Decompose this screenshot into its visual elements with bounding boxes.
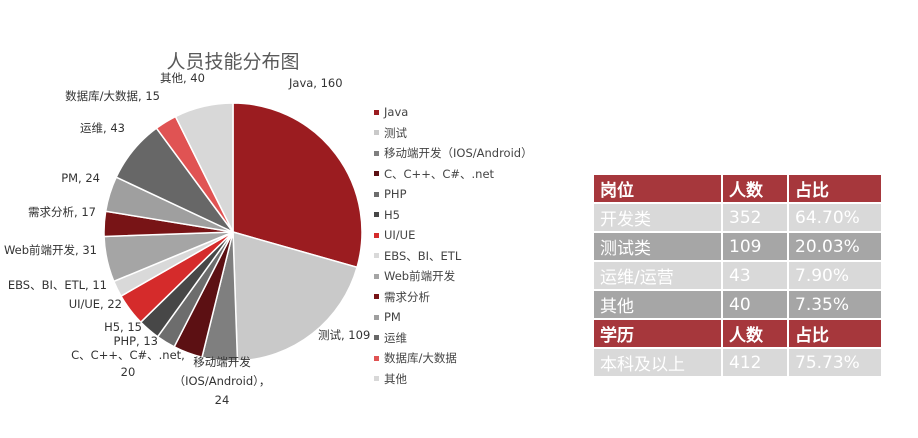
label-line: （IOS/Android）， <box>173 374 271 388</box>
data-label-php: PHP, 13 <box>113 334 158 348</box>
legend-item: UI/UE <box>374 225 533 246</box>
data-label-java: Java, 160 <box>289 76 343 90</box>
legend-item: Java <box>374 102 533 123</box>
table-row: 开发类 352 64.70% <box>592 202 883 233</box>
legend-label: H5 <box>384 207 400 222</box>
legend-label: C、C++、C#、.net <box>384 166 495 181</box>
legend-label: 测试 <box>384 125 407 140</box>
chart-title: 人员技能分布图 <box>166 51 300 73</box>
legend-swatch <box>374 191 379 197</box>
cell: 43 <box>721 260 789 291</box>
cell: 运维/运营 <box>592 260 723 291</box>
cell: 7.90% <box>787 260 883 291</box>
data-label-requirements: 需求分析, 17 <box>28 205 96 219</box>
table-header-row: 岗位 人数 占比 <box>592 173 883 204</box>
legend: Java 测试移动端开发（IOS/Android） C、C++、C#、.net PHP… <box>374 102 533 389</box>
data-label-database: 数据库/大数据, 15 <box>65 89 160 103</box>
data-label-h5: H5, 15 <box>104 320 142 334</box>
data-label-mobile: 移动端开发 （IOS/Android）， 24 <box>162 353 282 410</box>
label-line: 移动端开发 <box>193 355 251 369</box>
data-label-pm: PM, 24 <box>61 171 100 185</box>
cell: 本科及以上 <box>592 347 723 378</box>
legend-swatch <box>374 130 379 136</box>
legend-item: C、C++、C#、.net <box>374 164 533 185</box>
legend-label: 运维 <box>384 330 407 345</box>
cell: 75.73% <box>787 347 883 378</box>
legend-label: Java <box>384 105 409 120</box>
cell: 20.03% <box>787 231 883 262</box>
legend-label: EBS、BI、ETL <box>384 248 462 263</box>
cell: 其他 <box>592 289 723 320</box>
data-label-web: Web前端开发, 31 <box>3 243 97 257</box>
legend-item: H5 <box>374 205 533 226</box>
legend-label: 移动端开发（IOS/Android） <box>384 146 533 161</box>
table-row: 测试类 109 20.03% <box>592 231 883 262</box>
data-label-ops: 运维, 43 <box>80 121 125 135</box>
legend-swatch <box>374 273 379 279</box>
header-cell: 占比 <box>787 173 883 204</box>
header-cell: 人数 <box>721 173 789 204</box>
label-line: C、C++、C#、.net, <box>71 348 185 362</box>
legend-item: 其他 <box>374 369 533 390</box>
cell: 7.35% <box>787 289 883 320</box>
legend-label: PM <box>384 310 401 325</box>
legend-label: UI/UE <box>384 228 416 243</box>
legend-item: EBS、BI、ETL <box>374 246 533 267</box>
label-line: 24 <box>214 393 230 407</box>
data-label-c: C、C++、C#、.net, 20 <box>68 348 188 379</box>
cell: 352 <box>721 202 789 233</box>
data-label-uiue: UI/UE, 22 <box>68 297 122 311</box>
table-row: 运维/运营 43 7.90% <box>592 260 883 291</box>
legend-swatch <box>374 335 379 341</box>
table-row: 本科及以上 412 75.73% <box>592 347 883 378</box>
legend-label: Web前端开发 <box>384 269 456 284</box>
legend-item: 测试 <box>374 123 533 144</box>
table-header-row: 学历 人数 占比 <box>592 318 883 349</box>
header-cell: 占比 <box>787 318 883 349</box>
data-label-其他: 其他, 40 <box>160 71 205 85</box>
data-label-test: 测试, 109 <box>318 328 371 342</box>
cell: 测试类 <box>592 231 723 262</box>
legend-item: Web前端开发 <box>374 266 533 287</box>
legend-item: 数据库/大数据 <box>374 348 533 369</box>
header-cell: 人数 <box>721 318 789 349</box>
legend-swatch <box>374 150 379 156</box>
legend-label: 需求分析 <box>384 289 430 304</box>
legend-swatch <box>374 355 379 361</box>
header-cell: 学历 <box>592 318 723 349</box>
legend-item: 运维 <box>374 328 533 349</box>
cell: 64.70% <box>787 202 883 233</box>
legend-swatch <box>374 314 379 320</box>
header-cell: 岗位 <box>592 173 723 204</box>
data-label-ebs: EBS、BI、ETL, 11 <box>7 278 107 292</box>
cell: 412 <box>721 347 789 378</box>
cell: 开发类 <box>592 202 723 233</box>
cell: 109 <box>721 231 789 262</box>
legend-swatch <box>374 294 379 300</box>
legend-label: PHP <box>384 187 407 202</box>
legend-item: 需求分析 <box>374 287 533 308</box>
legend-label: 数据库/大数据 <box>384 351 457 366</box>
legend-item: PM <box>374 307 533 328</box>
cell: 40 <box>721 289 789 320</box>
legend-item: PHP <box>374 184 533 205</box>
legend-swatch <box>374 171 379 177</box>
legend-swatch <box>374 232 379 238</box>
legend-swatch <box>374 109 379 115</box>
table-row: 其他 40 7.35% <box>592 289 883 320</box>
pie-slice <box>232 230 359 362</box>
legend-item: 移动端开发（IOS/Android） <box>374 143 533 164</box>
legend-swatch <box>374 253 379 259</box>
legend-swatch <box>374 376 379 382</box>
legend-swatch <box>374 212 379 218</box>
pie-slice <box>232 102 363 269</box>
legend-label: 其他 <box>384 371 407 386</box>
summary-table: 岗位 人数 占比 开发类 352 64.70% 测试类 109 20.03% 运维/运营… <box>592 173 883 378</box>
label-line: 20 <box>120 365 136 379</box>
pie-slice <box>174 102 234 233</box>
